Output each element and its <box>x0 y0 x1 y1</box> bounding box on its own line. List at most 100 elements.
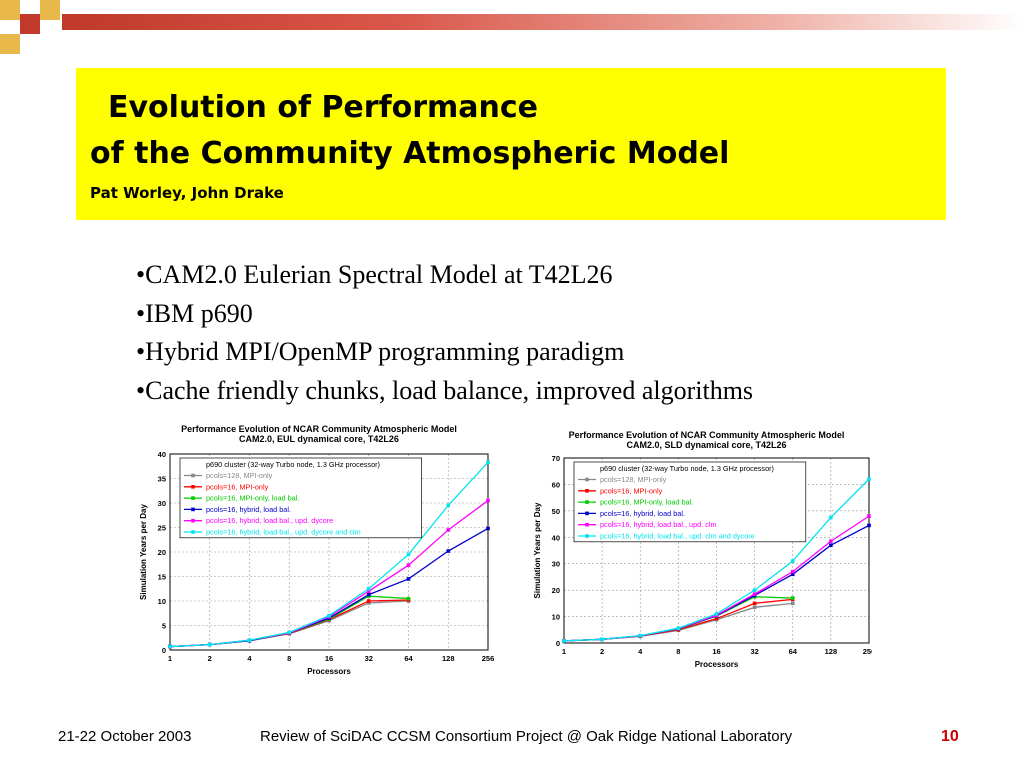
legend-marker <box>191 485 195 489</box>
data-point <box>446 528 451 532</box>
data-point <box>790 559 795 563</box>
data-point <box>790 572 795 577</box>
data-point <box>406 563 411 568</box>
data-point <box>829 543 833 548</box>
data-point <box>366 592 371 597</box>
x-tick-label: 8 <box>676 647 680 656</box>
x-tick-label: 4 <box>638 647 643 656</box>
legend-marker <box>585 489 589 493</box>
legend-marker <box>585 522 589 527</box>
corner-decoration <box>0 0 60 54</box>
legend-marker <box>191 473 195 478</box>
legend-entry: pcols=16, MPI-only <box>600 486 663 495</box>
title-box: Evolution of Performance of the Communit… <box>76 68 946 220</box>
data-point <box>486 526 490 531</box>
data-point <box>287 630 292 635</box>
y-tick-label: 0 <box>556 639 560 648</box>
legend-title: p690 cluster (32-way Turbo node, 1.3 GHz… <box>206 460 380 469</box>
data-point <box>366 599 371 603</box>
legend-entry: pcols=16, MPI-only <box>206 482 269 491</box>
data-point <box>867 477 871 481</box>
chart-sld: Performance Evolution of NCAR Community … <box>524 426 872 676</box>
y-tick-label: 35 <box>158 475 166 484</box>
x-tick-label: 1 <box>562 647 566 656</box>
data-point <box>486 460 490 465</box>
data-point <box>752 605 757 610</box>
plot-frame <box>563 457 870 644</box>
y-tick-label: 30 <box>552 560 560 569</box>
legend-entry: pcols=16, hybrid, load bal. <box>600 509 685 518</box>
slide-title-line-1: Evolution of Performance <box>108 90 539 125</box>
data-point <box>366 586 371 591</box>
x-axis-label: Processors <box>695 660 739 669</box>
data-point <box>446 549 451 553</box>
chart-eul: Performance Evolution of NCAR Community … <box>132 420 504 678</box>
legend-entry: pcols=16, hybrid, load bal., upd. clm <box>600 520 717 529</box>
x-tick-label: 1 <box>168 654 172 663</box>
legend-marker <box>585 500 589 504</box>
data-point <box>714 612 719 616</box>
header-gradient-bar <box>62 14 1024 30</box>
data-point <box>829 515 833 520</box>
y-tick-label: 60 <box>552 480 560 489</box>
data-point <box>600 637 604 642</box>
data-point <box>446 503 451 508</box>
chart-subtitle: CAM2.0, EUL dynamical core, T42L26 <box>239 434 399 444</box>
legend-marker <box>191 530 195 534</box>
bullet-item: •IBM p690 <box>136 298 253 328</box>
data-point <box>714 616 719 621</box>
footer-date: 21-22 October 2003 <box>58 728 192 745</box>
page-number: 10 <box>941 728 959 745</box>
legend-entry: pcols=128, MPI-only <box>206 471 273 480</box>
y-tick-label: 30 <box>158 499 166 508</box>
chart-subtitle: CAM2.0, SLD dynamical core, T42L26 <box>626 440 786 450</box>
legend-marker <box>585 477 589 482</box>
bullet-item: •Hybrid MPI/OpenMP programming paradigm <box>136 337 625 366</box>
y-tick-label: 15 <box>158 573 166 582</box>
slide-authors: Pat Worley, John Drake <box>90 184 284 202</box>
data-point <box>752 588 757 592</box>
data-point <box>829 539 833 544</box>
bullet-item: •Cache friendly chunks, load balance, im… <box>136 375 754 405</box>
x-tick-label: 64 <box>789 647 798 656</box>
data-point <box>867 514 871 518</box>
x-tick-label: 128 <box>442 654 455 663</box>
y-tick-label: 70 <box>552 454 560 463</box>
legend-marker <box>191 496 195 500</box>
legend-marker <box>191 507 195 512</box>
legend-entry: pcols=16, hybrid, load bal., upd. dycore <box>206 516 333 525</box>
legend-box <box>179 457 423 539</box>
legend-entry: pcols=16, hybrid, load bal., upd. clm an… <box>600 532 755 541</box>
data-point <box>752 601 757 606</box>
x-tick-label: 16 <box>325 654 333 663</box>
legend-entry: pcols=16, MPI-only, load bal. <box>206 494 299 503</box>
legend-marker <box>191 518 195 523</box>
data-point <box>562 639 566 643</box>
slide-title-line-2: of the Community Atmospheric Model <box>90 136 730 171</box>
data-point <box>406 552 411 557</box>
y-tick-label: 5 <box>162 622 166 631</box>
x-tick-label: 2 <box>600 647 604 656</box>
y-tick-label: 40 <box>158 450 166 459</box>
legend-entry: pcols=128, MPI-only <box>600 475 667 484</box>
x-tick-label: 64 <box>404 654 413 663</box>
data-point <box>867 523 871 528</box>
x-tick-label: 256 <box>863 647 872 656</box>
y-tick-label: 50 <box>552 507 560 516</box>
x-tick-label: 4 <box>247 654 252 663</box>
x-tick-label: 2 <box>208 654 212 663</box>
data-point <box>486 498 490 503</box>
x-tick-label: 128 <box>825 647 838 656</box>
data-point <box>168 644 172 649</box>
data-point <box>790 596 795 600</box>
data-point <box>790 569 795 574</box>
y-axis-label: Simulation Years per Day <box>139 504 148 600</box>
x-tick-label: 8 <box>287 654 291 663</box>
y-tick-label: 25 <box>158 524 166 533</box>
data-point <box>752 592 757 596</box>
x-tick-label: 32 <box>365 654 373 663</box>
data-point <box>366 601 371 605</box>
data-point <box>676 626 681 630</box>
data-point <box>207 642 212 647</box>
y-tick-label: 10 <box>552 613 560 622</box>
